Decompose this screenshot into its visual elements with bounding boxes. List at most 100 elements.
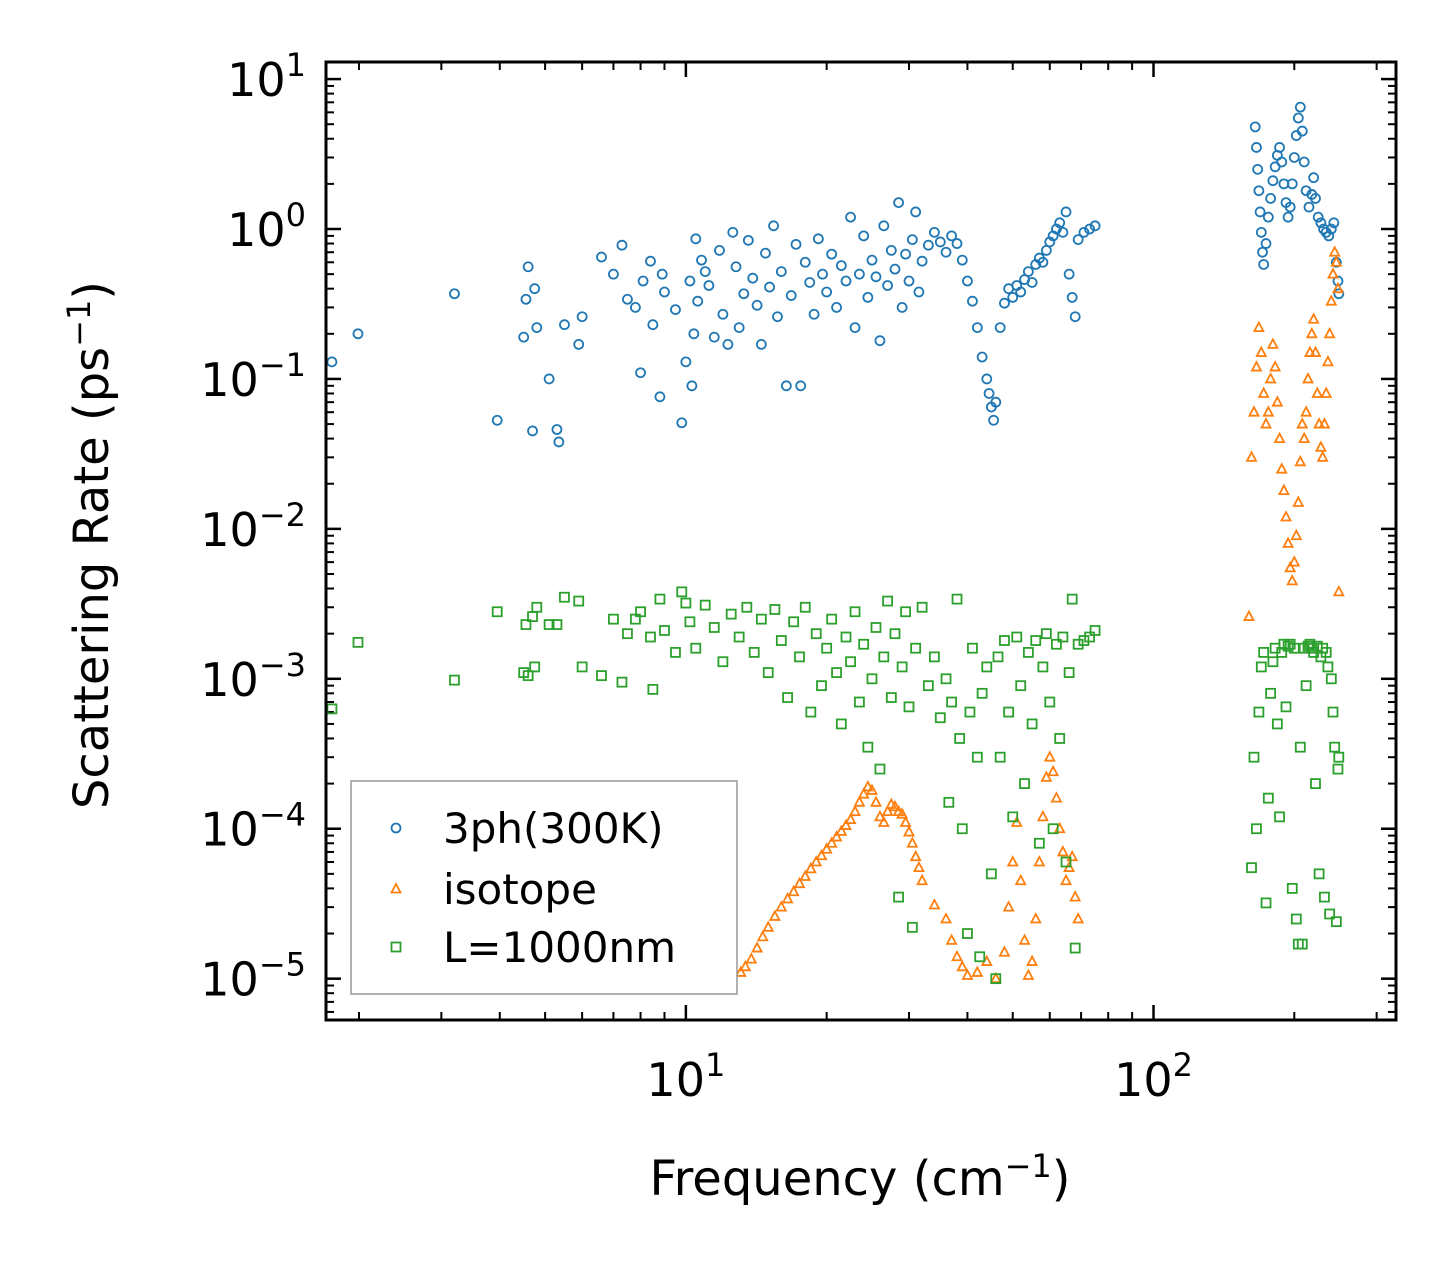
data-point-square <box>1063 667 1075 678</box>
data-point-square <box>1019 778 1030 789</box>
data-point-triangle <box>1033 855 1046 867</box>
data-point-square <box>1286 882 1298 894</box>
data-point-circle <box>708 331 720 343</box>
data-point-circle <box>1253 185 1265 197</box>
data-point-triangle <box>1018 933 1031 945</box>
data-point-circle <box>812 233 824 245</box>
data-point-square <box>985 868 997 880</box>
data-point-triangle <box>1332 584 1345 597</box>
data-point-triangle <box>1036 809 1049 822</box>
data-point-circle <box>885 245 897 256</box>
data-point-circle <box>680 356 692 368</box>
data-point-square <box>992 651 1004 663</box>
data-point-triangle <box>1257 386 1270 398</box>
data-point-square <box>967 642 978 654</box>
data-point-triangle <box>853 795 866 807</box>
data-point-square <box>1066 593 1078 605</box>
data-point-triangle <box>739 959 752 972</box>
data-point-circle <box>1249 121 1261 133</box>
data-point-square <box>1022 647 1034 658</box>
data-point-circle <box>1288 152 1300 163</box>
data-point-square <box>805 706 817 718</box>
data-point-triangle <box>1296 417 1309 429</box>
data-point-triangle <box>1266 337 1279 349</box>
data-point-circle <box>780 380 792 392</box>
data-point-square <box>352 636 364 648</box>
data-point-circle <box>635 367 646 379</box>
data-point-square <box>616 676 628 688</box>
data-point-square <box>1047 823 1059 835</box>
data-point-square <box>903 701 915 713</box>
data-point-circle <box>1257 246 1268 258</box>
plot-frame <box>324 60 1398 1022</box>
data-point-circle <box>900 248 911 260</box>
data-point-square <box>1327 706 1339 718</box>
data-point-triangle <box>865 783 878 795</box>
data-point-circle <box>656 268 668 280</box>
data-point-square <box>659 625 670 636</box>
data-point-square <box>680 597 692 609</box>
data-point-square <box>810 628 822 640</box>
data-point-triangle <box>1328 245 1341 257</box>
data-point-square <box>1089 625 1101 636</box>
data-point-square <box>1260 897 1272 909</box>
series-square <box>326 586 1345 985</box>
data-point-circle <box>1255 226 1267 238</box>
data-point-circle <box>1258 259 1270 270</box>
y-tick-label: 10−1 <box>200 346 306 407</box>
data-point-triangle <box>861 780 874 792</box>
data-point-triangle <box>1282 536 1295 548</box>
data-point-triangle <box>1330 255 1343 267</box>
data-point-square <box>1320 647 1332 658</box>
x-tick-label: 102 <box>1114 1046 1193 1107</box>
data-point-triangle <box>734 965 747 977</box>
data-point-circle <box>817 268 828 280</box>
data-point-circle <box>522 261 534 273</box>
data-point-circle <box>971 322 983 334</box>
data-point-square <box>741 601 753 613</box>
data-point-square <box>1319 891 1330 903</box>
data-point-circle <box>946 230 957 242</box>
data-point-circle <box>896 302 908 313</box>
data-point-circle <box>893 197 904 209</box>
data-point-circle <box>559 319 570 331</box>
data-point-circle <box>1007 291 1019 303</box>
data-point-square <box>775 635 787 646</box>
data-point-circle <box>1298 156 1310 168</box>
data-point-square <box>870 622 882 633</box>
data-point-triangle <box>899 815 912 827</box>
data-point-square <box>725 608 737 620</box>
data-point-circle <box>799 256 811 268</box>
data-point-triangle <box>1271 395 1284 407</box>
data-point-square <box>1037 661 1049 673</box>
data-point-square <box>1057 631 1069 643</box>
legend-marker-triangle <box>390 882 402 894</box>
data-point-triangle <box>1284 560 1297 573</box>
data-point-triangle <box>1269 360 1282 372</box>
data-point-square <box>1044 696 1056 708</box>
data-point-square <box>670 647 681 658</box>
data-point-circle <box>1251 142 1262 153</box>
data-point-square <box>1007 811 1019 823</box>
data-point-circle <box>518 331 530 343</box>
data-point-circle <box>1063 268 1075 280</box>
data-point-square <box>934 712 946 724</box>
data-point-square <box>1084 631 1096 643</box>
data-point-square <box>974 951 986 963</box>
data-point-square <box>1329 741 1341 753</box>
data-point-circle <box>727 226 739 238</box>
data-point-square <box>1248 751 1260 763</box>
data-point-circle <box>676 417 688 429</box>
data-point-circle <box>1057 226 1069 238</box>
data-point-square <box>645 631 656 643</box>
data-point-circle <box>1069 311 1081 323</box>
data-point-triangle <box>787 884 800 897</box>
data-point-square <box>940 673 952 685</box>
data-point-triangle <box>928 898 941 910</box>
data-point-triangle <box>1072 912 1085 924</box>
data-point-triangle <box>781 892 794 904</box>
data-point-circle <box>1276 156 1288 168</box>
data-point-circle <box>645 255 656 267</box>
data-point-triangle <box>1327 267 1340 279</box>
data-point-square <box>654 593 666 605</box>
